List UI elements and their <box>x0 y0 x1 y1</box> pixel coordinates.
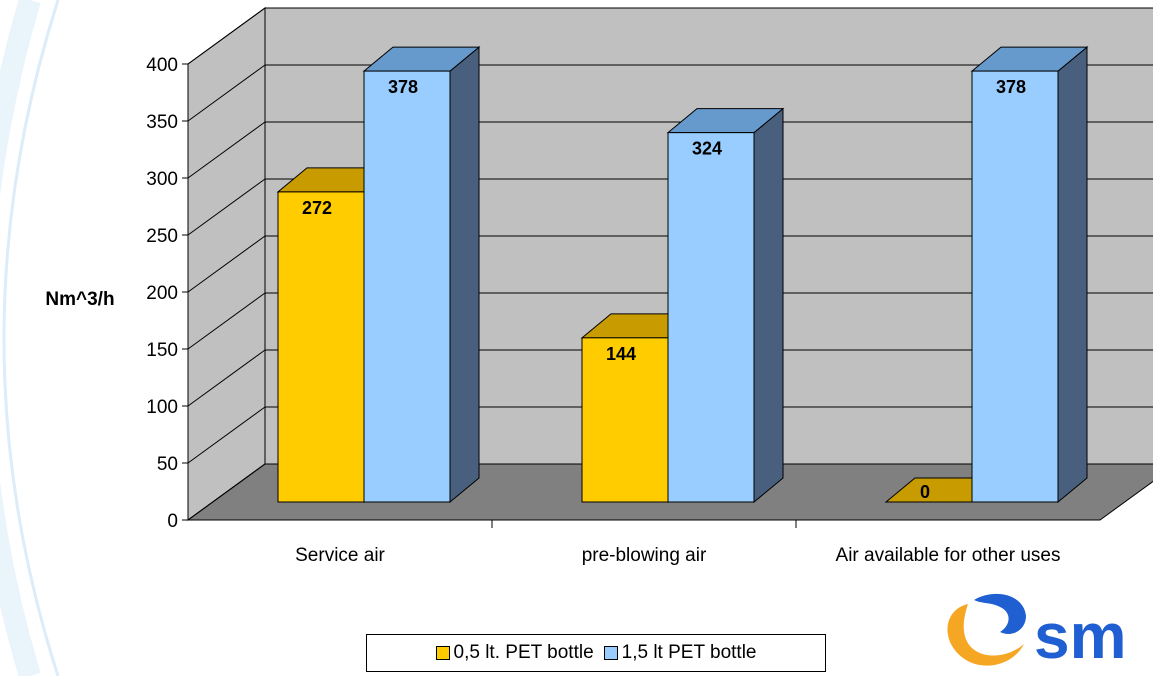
gridline-side <box>187 64 266 122</box>
bar <box>581 337 669 503</box>
y-tick-label: 0 <box>167 511 178 532</box>
legend-item-series2: 1,5 lt PET bottle <box>603 642 757 664</box>
y-tick-label: 350 <box>146 112 178 133</box>
y-tick-label: 400 <box>146 55 178 76</box>
gridline-side <box>187 463 266 521</box>
bar-side <box>1057 46 1088 504</box>
sm-logo: sm <box>938 586 1153 676</box>
y-tick-label: 200 <box>146 283 178 304</box>
background-arc <box>2 0 60 677</box>
data-label: 0 <box>920 482 930 502</box>
data-label: 324 <box>692 139 722 159</box>
x-tick-label: Air available for other uses <box>836 545 1061 566</box>
bar <box>667 132 755 503</box>
y-axis-label: Nm^3/h <box>45 289 114 310</box>
x-tick-label: Service air <box>295 545 385 566</box>
y-tick-label: 300 <box>146 169 178 190</box>
data-label: 272 <box>302 198 332 218</box>
bar-side <box>753 107 784 504</box>
gridline-side <box>187 7 266 65</box>
gridline-side <box>187 121 266 179</box>
y-tick-label: 150 <box>146 340 178 361</box>
bar <box>363 70 451 503</box>
data-label: 144 <box>606 344 636 364</box>
y-tick-label: 50 <box>157 454 178 475</box>
bar-side <box>449 46 480 504</box>
legend: 0,5 lt. PET bottle 1,5 lt PET bottle <box>366 634 826 672</box>
y-tick-label: 100 <box>146 397 178 418</box>
gridline-side <box>187 406 266 464</box>
data-label: 378 <box>996 77 1026 97</box>
bar <box>971 70 1059 503</box>
legend-item-series1: 0,5 lt. PET bottle <box>435 642 594 664</box>
gridline-side <box>187 235 266 293</box>
x-tick-label: pre-blowing air <box>582 545 707 566</box>
background-arc <box>0 0 41 680</box>
logo-text: sm <box>1034 600 1127 672</box>
gridline-side <box>187 178 266 236</box>
legend-swatch-series1 <box>435 646 450 660</box>
logo-swoosh-icon <box>947 593 1026 666</box>
legend-swatch-series2 <box>603 646 618 660</box>
legend-label-series1: 0,5 lt. PET bottle <box>453 642 594 663</box>
bar <box>277 191 365 503</box>
gridline-side <box>187 349 266 407</box>
data-label: 378 <box>388 77 418 97</box>
legend-label-series2: 1,5 lt PET bottle <box>621 642 757 663</box>
gridline-side <box>187 292 266 350</box>
y-tick-label: 250 <box>146 226 178 247</box>
